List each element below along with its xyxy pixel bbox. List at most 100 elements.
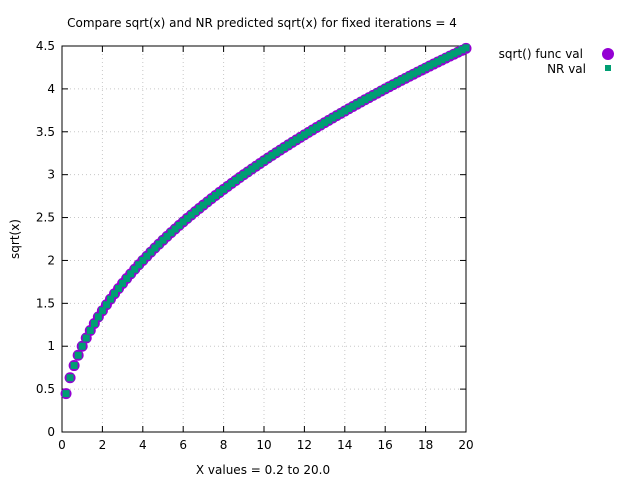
point-nr (183, 214, 191, 222)
point-nr (329, 114, 337, 122)
point-nr (296, 133, 304, 141)
point-nr (244, 168, 252, 176)
x-tick-label: 14 (337, 438, 352, 452)
point-nr (450, 50, 458, 58)
point-nr (397, 76, 405, 84)
point-nr (78, 342, 86, 350)
point-nr (232, 176, 240, 184)
point-nr (264, 154, 272, 162)
series-sqrt-func-val (60, 42, 472, 400)
point-nr (381, 85, 389, 93)
point-nr (86, 327, 94, 335)
point-nr (260, 157, 268, 165)
y-tick-label: 1 (47, 339, 55, 353)
point-nr (240, 171, 248, 179)
x-tick-label: 0 (58, 438, 66, 452)
x-tick-label: 8 (220, 438, 228, 452)
y-tick-label: 3.5 (36, 125, 55, 139)
point-nr (401, 74, 409, 82)
point-nr (203, 198, 211, 206)
point-nr (365, 93, 373, 101)
point-nr (143, 252, 151, 260)
grid (62, 46, 466, 432)
x-tick-labels: 0 2 4 6 8 10 12 14 16 18 20 (58, 438, 473, 452)
point-nr (357, 98, 365, 106)
point-nr (207, 195, 215, 203)
point-nr (155, 240, 163, 248)
point-nr (62, 390, 70, 398)
point-nr (268, 151, 276, 159)
point-nr (405, 72, 413, 80)
y-tick-label: 4 (47, 82, 55, 96)
point-nr (98, 307, 106, 315)
legend-label-nr: NR val (547, 62, 586, 76)
point-nr (462, 44, 470, 52)
point-nr (224, 182, 232, 190)
point-nr (82, 334, 90, 342)
legend-label-sqrt-func: sqrt() func val (499, 47, 583, 61)
point-nr (389, 80, 397, 88)
point-nr (90, 319, 98, 327)
y-tick-label: 0.5 (36, 382, 55, 396)
point-nr (147, 248, 155, 256)
point-nr (325, 116, 333, 124)
point-nr (74, 351, 82, 359)
point-nr (353, 100, 361, 108)
point-nr (345, 105, 353, 113)
point-nr (393, 78, 401, 86)
point-nr (139, 256, 147, 264)
y-tick-label: 1.5 (36, 296, 55, 310)
point-nr (191, 208, 199, 216)
point-nr (228, 179, 236, 187)
point-nr (70, 362, 78, 370)
point-nr (409, 70, 417, 78)
series-nr-val (62, 44, 470, 398)
point-nr (131, 265, 139, 273)
point-nr (442, 54, 450, 62)
point-nr (151, 244, 159, 252)
point-nr (179, 218, 187, 226)
point-nr (434, 58, 442, 66)
point-nr (430, 60, 438, 68)
point-nr (272, 149, 280, 157)
point-nr (195, 204, 203, 212)
point-nr (123, 275, 131, 283)
point-nr (369, 91, 377, 99)
point-nr (111, 290, 119, 298)
x-tick-label: 2 (99, 438, 107, 452)
y-axis-label: sqrt(x) (8, 219, 22, 259)
point-nr (377, 87, 385, 95)
y-tick-label: 2 (47, 253, 55, 267)
point-nr (236, 174, 244, 182)
point-nr (361, 96, 369, 104)
point-nr (167, 229, 175, 237)
x-tick-label: 4 (139, 438, 147, 452)
point-nr (248, 165, 256, 173)
point-nr (313, 123, 321, 131)
point-nr (422, 64, 430, 72)
x-tick-label: 18 (418, 438, 433, 452)
point-nr (66, 374, 74, 382)
point-nr (446, 52, 454, 60)
point-nr (175, 221, 183, 229)
x-tick-label: 12 (297, 438, 312, 452)
point-nr (308, 126, 316, 134)
point-nr (256, 159, 264, 167)
point-nr (115, 284, 123, 292)
x-tick-label: 10 (256, 438, 271, 452)
legend-marker-sqrt-func (602, 48, 614, 60)
point-nr (292, 136, 300, 144)
point-nr (159, 236, 167, 244)
point-nr (94, 313, 102, 321)
point-nr (199, 201, 207, 209)
point-nr (438, 56, 446, 64)
legend: sqrt() func val NR val (499, 47, 614, 76)
point-nr (252, 162, 260, 170)
point-nr (102, 301, 110, 309)
point-nr (212, 192, 220, 200)
point-nr (135, 261, 143, 269)
point-nr (288, 138, 296, 146)
point-nr (119, 279, 127, 287)
point-nr (373, 89, 381, 97)
